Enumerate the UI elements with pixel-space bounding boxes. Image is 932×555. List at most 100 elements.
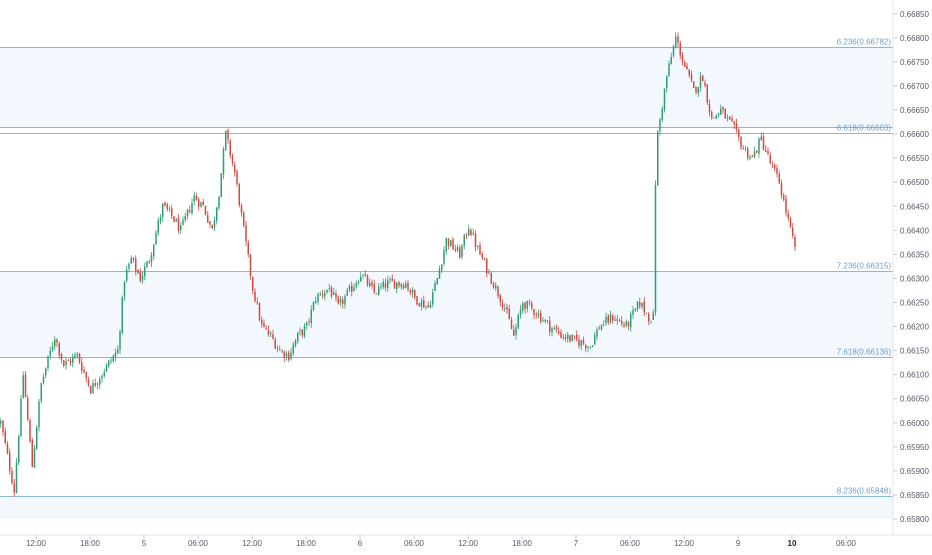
candle[interactable] bbox=[76, 352, 79, 359]
candle[interactable] bbox=[666, 75, 668, 93]
candle[interactable] bbox=[308, 318, 310, 326]
time-axis[interactable]: 12:00 18:00 5 06:00 12:00 18:00 6 06:00 12:00 18:… bbox=[26, 535, 857, 548]
candle[interactable] bbox=[787, 209, 790, 222]
candle[interactable] bbox=[472, 228, 475, 236]
candle[interactable] bbox=[351, 281, 353, 297]
candle[interactable] bbox=[600, 324, 603, 331]
candle[interactable] bbox=[769, 151, 772, 165]
candle[interactable] bbox=[654, 180, 657, 317]
candle[interactable] bbox=[234, 161, 236, 177]
candle[interactable] bbox=[274, 337, 277, 350]
candle[interactable] bbox=[630, 311, 632, 332]
candle[interactable] bbox=[418, 303, 421, 308]
candle[interactable] bbox=[675, 32, 677, 49]
candle[interactable] bbox=[508, 304, 511, 320]
candle[interactable] bbox=[724, 108, 727, 119]
candle[interactable] bbox=[447, 238, 450, 250]
candle[interactable] bbox=[153, 243, 155, 261]
candle[interactable] bbox=[141, 271, 144, 284]
candle[interactable] bbox=[792, 222, 794, 239]
candle[interactable] bbox=[555, 324, 558, 333]
candle[interactable] bbox=[702, 74, 704, 82]
candle[interactable] bbox=[569, 334, 571, 343]
candle[interactable] bbox=[339, 295, 342, 307]
candle[interactable] bbox=[42, 373, 45, 385]
candle[interactable] bbox=[387, 275, 389, 293]
candle[interactable] bbox=[342, 296, 344, 309]
candle[interactable] bbox=[405, 280, 407, 289]
candle[interactable] bbox=[60, 352, 63, 364]
candle[interactable] bbox=[740, 135, 742, 150]
candle[interactable] bbox=[526, 300, 529, 313]
candle[interactable] bbox=[483, 257, 486, 261]
candle[interactable] bbox=[445, 237, 448, 255]
candle[interactable] bbox=[355, 280, 358, 289]
candle[interactable] bbox=[258, 302, 261, 322]
candle[interactable] bbox=[366, 274, 369, 287]
candle[interactable] bbox=[735, 118, 738, 133]
candle[interactable] bbox=[533, 308, 535, 320]
candle[interactable] bbox=[96, 382, 99, 390]
candle[interactable] bbox=[544, 318, 547, 324]
candle[interactable] bbox=[774, 162, 776, 172]
candle[interactable] bbox=[209, 221, 211, 228]
candle[interactable] bbox=[18, 434, 20, 466]
candle[interactable] bbox=[573, 335, 576, 340]
candle[interactable] bbox=[200, 201, 202, 208]
candle[interactable] bbox=[204, 205, 207, 216]
candle[interactable] bbox=[175, 217, 178, 222]
candle[interactable] bbox=[56, 338, 58, 348]
candle[interactable] bbox=[524, 301, 526, 314]
candle[interactable] bbox=[267, 325, 270, 337]
candle[interactable] bbox=[81, 357, 83, 375]
candle[interactable] bbox=[360, 272, 362, 282]
candle[interactable] bbox=[731, 114, 733, 122]
candle[interactable] bbox=[144, 262, 146, 281]
candle[interactable] bbox=[92, 379, 94, 395]
candle[interactable] bbox=[623, 322, 625, 329]
candle[interactable] bbox=[625, 319, 628, 328]
candle[interactable] bbox=[571, 334, 574, 342]
candle[interactable] bbox=[627, 321, 630, 331]
candle[interactable] bbox=[589, 346, 592, 350]
candle[interactable] bbox=[364, 270, 367, 277]
candle[interactable] bbox=[213, 216, 216, 232]
candle[interactable] bbox=[391, 274, 394, 282]
candle[interactable] bbox=[321, 289, 324, 299]
candle[interactable] bbox=[517, 312, 520, 330]
candle[interactable] bbox=[711, 110, 713, 120]
candle[interactable] bbox=[6, 441, 9, 455]
candle[interactable] bbox=[292, 341, 295, 356]
candle[interactable] bbox=[285, 351, 288, 361]
candle[interactable] bbox=[461, 244, 463, 260]
candle[interactable] bbox=[495, 282, 497, 291]
candle[interactable] bbox=[346, 287, 349, 297]
candle[interactable] bbox=[468, 224, 470, 237]
candle[interactable] bbox=[729, 116, 731, 121]
candle[interactable] bbox=[384, 278, 387, 292]
candle[interactable] bbox=[744, 146, 747, 152]
candle[interactable] bbox=[72, 353, 74, 368]
candle[interactable] bbox=[733, 120, 736, 129]
candle[interactable] bbox=[585, 343, 587, 353]
candle[interactable] bbox=[760, 132, 763, 141]
candle[interactable] bbox=[173, 216, 175, 223]
candle[interactable] bbox=[717, 112, 720, 118]
candle[interactable] bbox=[605, 312, 607, 326]
candle[interactable] bbox=[470, 227, 472, 237]
candle[interactable] bbox=[632, 305, 634, 319]
candle[interactable] bbox=[319, 291, 322, 297]
candle[interactable] bbox=[488, 268, 490, 275]
candle[interactable] bbox=[378, 283, 380, 297]
candle[interactable] bbox=[243, 210, 245, 228]
candle[interactable] bbox=[492, 281, 495, 289]
candle[interactable] bbox=[396, 282, 398, 294]
candle[interactable] bbox=[463, 233, 466, 250]
candle[interactable] bbox=[704, 79, 706, 88]
candle[interactable] bbox=[198, 197, 200, 211]
candle[interactable] bbox=[130, 255, 133, 264]
candle[interactable] bbox=[479, 241, 481, 255]
candle[interactable] bbox=[436, 277, 439, 285]
candle[interactable] bbox=[324, 289, 326, 301]
